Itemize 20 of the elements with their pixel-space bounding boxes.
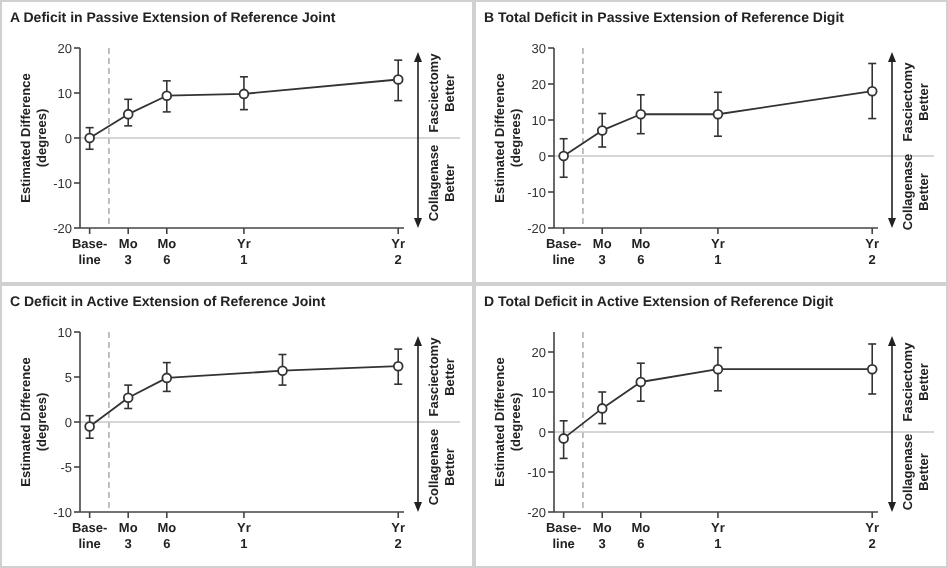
point	[712, 108, 724, 120]
point	[277, 365, 288, 376]
point	[122, 392, 134, 403]
point	[635, 376, 647, 388]
point	[84, 132, 95, 144]
point	[238, 88, 250, 100]
point	[392, 360, 404, 372]
point	[596, 125, 608, 136]
point	[161, 372, 173, 384]
point	[161, 90, 173, 101]
point	[712, 363, 724, 375]
point	[635, 108, 647, 120]
point	[866, 85, 878, 97]
point	[392, 74, 404, 85]
point	[84, 421, 95, 432]
point	[558, 433, 569, 444]
point	[558, 150, 569, 162]
point	[596, 403, 608, 414]
point	[122, 108, 134, 120]
point	[866, 363, 878, 375]
